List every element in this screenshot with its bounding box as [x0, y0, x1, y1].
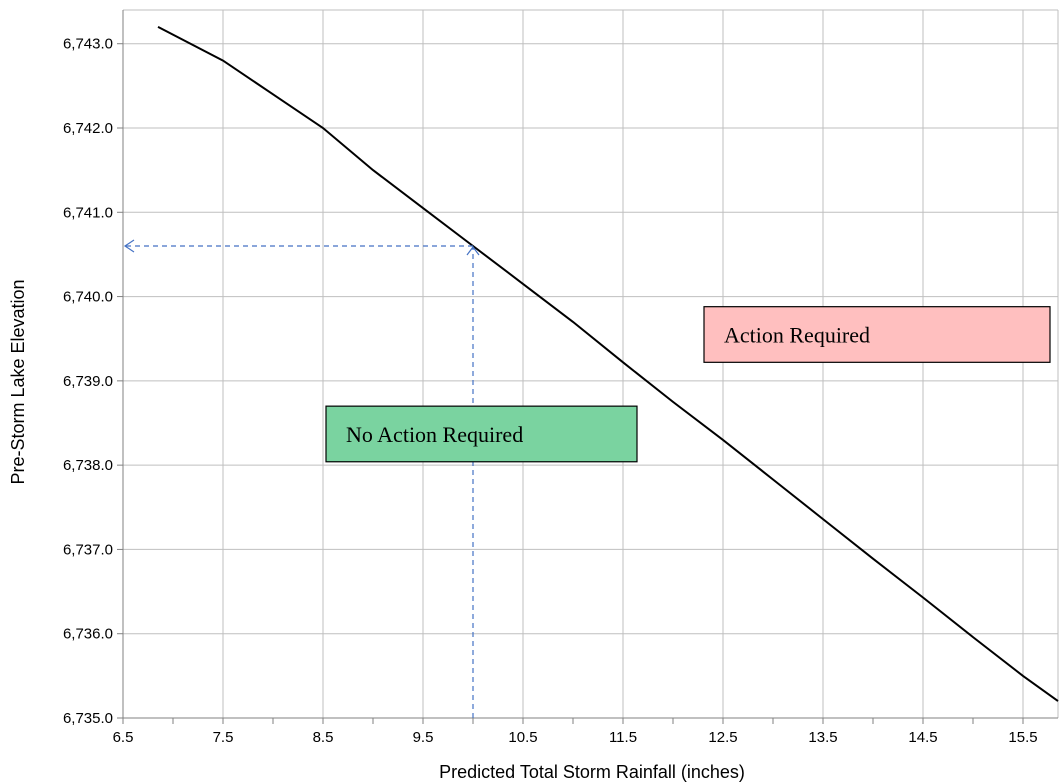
series-line — [157, 26, 1059, 702]
gridlines — [123, 9, 1059, 718]
x-axis-title: Predicted Total Storm Rainfall (inches) — [439, 762, 745, 782]
reference-arrowhead-up — [466, 246, 480, 256]
y-tick-label: 6,743.0 — [63, 36, 113, 53]
x-tick-label: 9.5 — [413, 729, 434, 746]
y-tick-label: 6,742.0 — [63, 120, 113, 137]
x-tick-label: 15.5 — [1008, 729, 1037, 746]
annotation-boxes: No Action Required Action Required — [325, 306, 1051, 463]
y-tick-label: 6,739.0 — [63, 373, 113, 390]
annotation-box — [325, 405, 638, 463]
y-tick-label: 6,741.0 — [63, 204, 113, 221]
x-tick-label: 10.5 — [508, 729, 537, 746]
x-tick-label: 7.5 — [213, 729, 234, 746]
y-tick-label: 6,738.0 — [63, 457, 113, 474]
annotation-label: Action Required — [724, 323, 870, 348]
axes — [117, 10, 1058, 724]
reference-arrowhead-left — [123, 239, 135, 253]
x-tick-label: 12.5 — [708, 729, 737, 746]
x-tick-label: 13.5 — [808, 729, 837, 746]
y-tick-label: 6,737.0 — [63, 541, 113, 558]
annotation-box — [703, 306, 1051, 363]
tick-labels: 6.5 7.5 8.5 9.5 10.5 11.5 12.5 13.5 14.5 15.5 6,73… — [63, 36, 1038, 746]
series-group — [157, 26, 1059, 702]
x-tick-label: 6.5 — [113, 729, 134, 746]
y-tick-label: 6,740.0 — [63, 289, 113, 306]
x-tick-label: 8.5 — [313, 729, 334, 746]
x-tick-label: 14.5 — [908, 729, 937, 746]
annotation-label: No Action Required — [346, 422, 523, 447]
reference-lines — [123, 239, 480, 718]
y-tick-label: 6,735.0 — [63, 710, 113, 727]
y-tick-label: 6,736.0 — [63, 626, 113, 643]
y-axis-title: Pre-Storm Lake Elevation — [8, 279, 28, 484]
x-tick-label: 11.5 — [609, 729, 637, 746]
